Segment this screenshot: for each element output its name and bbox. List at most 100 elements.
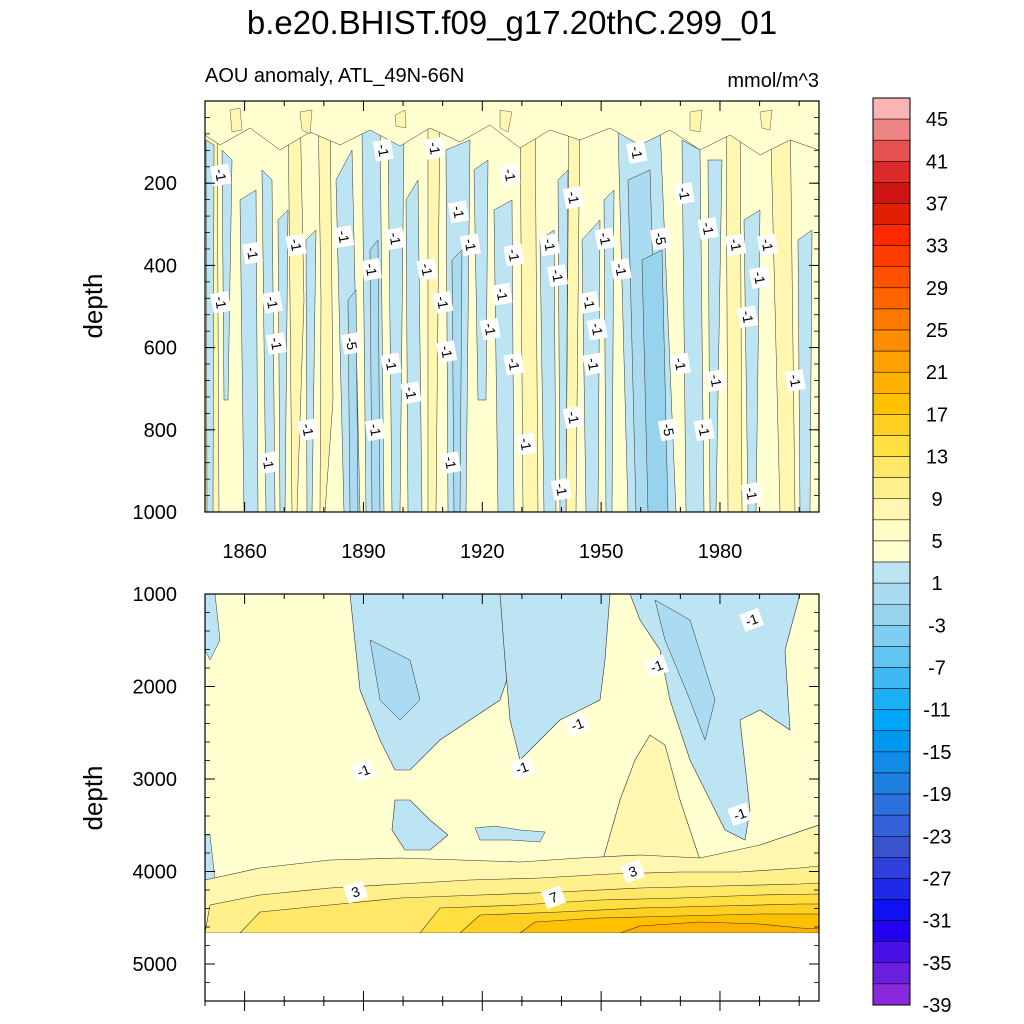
contour-label: -1 [737, 305, 759, 329]
contour-label-text: -1 [695, 422, 713, 437]
colorbar-swatch [872, 688, 911, 710]
contour-label-box [384, 227, 406, 251]
colorbar-label: 13 [926, 447, 948, 469]
contour-label-text: -1 [671, 357, 689, 372]
colorbar-label: 5 [931, 531, 942, 553]
contour-label: -1 [741, 482, 763, 505]
contour-label-box [784, 369, 806, 392]
contour-label-box [210, 290, 232, 314]
contour-label: -1 [503, 243, 525, 267]
contour-label: -1 [424, 136, 446, 160]
contour-label-box [725, 233, 747, 257]
colorbar-swatch [872, 814, 911, 837]
colorbar-frame [872, 97, 911, 1006]
contour-label-text: -1 [612, 262, 630, 277]
colorbar-label: -7 [928, 658, 946, 680]
contour-label: -5 [340, 332, 363, 355]
colorbar-swatch [872, 224, 911, 246]
contour-label-text: -1 [505, 357, 523, 372]
contour-label-text: -1 [501, 167, 519, 182]
contour-label-box [586, 317, 608, 341]
contour-label-box [562, 406, 584, 429]
contour-label: -1 [673, 182, 695, 205]
contour-label-text: -1 [426, 141, 444, 156]
lower-contour-labels: -1 -1 -1 -1 -1 -1 3 3 7 [343, 608, 765, 910]
colorbar-swatch [872, 709, 911, 732]
x-tick-label: 1920 [460, 541, 505, 563]
contour-label: -1 [546, 264, 569, 288]
x-tick-label: 1980 [698, 541, 743, 563]
upper-axes: 200 400 600 800 1000 1860 1890 1920 1950 1980 [133, 100, 819, 563]
contour-label-text: -1 [386, 231, 404, 246]
colorbar-label: -35 [923, 953, 952, 975]
colorbar-swatch [872, 139, 911, 162]
contour-label-box [372, 138, 394, 162]
contour-label: -1 [350, 758, 376, 783]
colorbar-swatch [872, 836, 911, 858]
colorbar-swatch [872, 414, 911, 436]
colorbar-swatch [872, 435, 911, 457]
x-tick-label: 1890 [341, 541, 386, 563]
colorbar-label: 45 [926, 109, 948, 131]
contour-label-box [582, 352, 604, 376]
contour-label: -1 [669, 352, 691, 376]
contour-label-text: -1 [335, 229, 353, 244]
contour-label: 3 [343, 879, 369, 904]
contour-label-box [297, 418, 319, 442]
chart-subtitle: AOU anomaly, ATL_49N-66N [205, 65, 464, 87]
contour-label: -1 [436, 340, 458, 364]
colorbar-label: -3 [928, 615, 946, 637]
contour-label-box [620, 859, 646, 884]
contour-label-text: -1 [481, 322, 499, 337]
colorbar-swatch [872, 329, 911, 352]
contour-label-text: -1 [596, 231, 614, 246]
x-tick-label: 1860 [222, 541, 267, 563]
contour-label: -1 [447, 200, 470, 224]
contour-label: -1 [594, 227, 616, 251]
contour-label: -1 [210, 163, 232, 187]
contour-label: -1 [265, 332, 287, 355]
contour-label-text: -1 [505, 248, 523, 263]
contour-label-text: -5 [343, 336, 361, 351]
contour-label-text: -1 [569, 715, 586, 734]
contour-label-box [459, 233, 482, 257]
contour-label-text: -1 [212, 295, 230, 310]
contour-label-box [739, 608, 765, 632]
contour-label: -1 [644, 654, 670, 679]
colorbar-swatch [872, 582, 911, 605]
contour-label-box [479, 317, 501, 341]
contour-label-box [364, 418, 386, 442]
contour-label-text: -1 [553, 482, 571, 497]
colorbar-label: 17 [926, 404, 948, 426]
contour-label: 3 [620, 859, 646, 884]
colorbar-swatch [872, 266, 911, 289]
contour-label-box [432, 290, 454, 314]
contour-label: -1 [491, 282, 513, 306]
contour-label: -1 [727, 802, 753, 827]
colorbar-label: 21 [926, 362, 948, 384]
colorbar-swatch [872, 287, 911, 310]
upper-y-axis-title: depth [78, 273, 108, 338]
contour-label-box [360, 258, 382, 281]
contour-label-text: -1 [588, 322, 606, 337]
x-tick-label: 1950 [579, 541, 624, 563]
contour-label-box [340, 332, 363, 355]
contour-label: -1 [360, 258, 382, 281]
colorbar-label: 33 [926, 236, 948, 258]
lower-missing-data-region [205, 933, 819, 1001]
colorbar-swatch [872, 182, 911, 204]
contour-label-text: -1 [675, 186, 693, 201]
contour-label: -1 [705, 369, 727, 392]
contour-label: -1 [416, 258, 438, 281]
contour-label-text: -1 [513, 758, 530, 777]
contour-label: -1 [586, 317, 608, 341]
contour-label-box [669, 352, 691, 376]
contour-label-text: -1 [743, 486, 761, 501]
colorbar-label: -31 [923, 911, 952, 933]
contour-label-box [503, 352, 525, 376]
colorbar-swatch [872, 751, 911, 774]
contour-label-box [562, 186, 584, 209]
contour-label-box [657, 418, 680, 442]
colorbar-swatch [872, 561, 911, 584]
contour-label-box [333, 225, 355, 249]
